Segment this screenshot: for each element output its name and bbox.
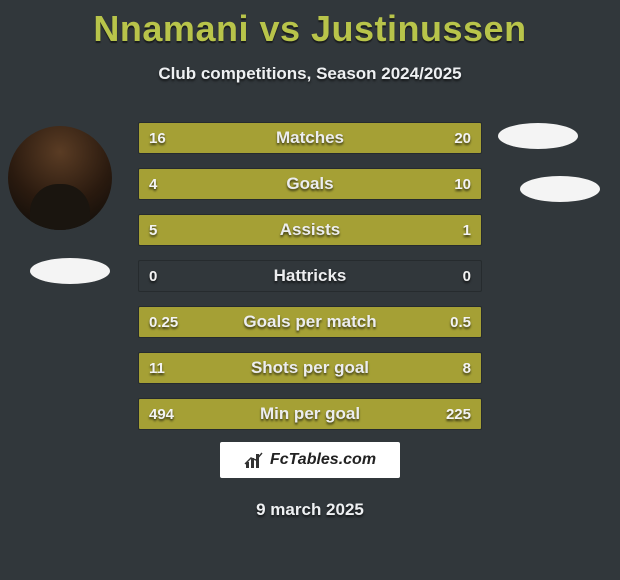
comparison-bars: 1620Matches 410Goals 51Assists 00Hattricks 0…	[138, 122, 482, 444]
player-left-avatar	[8, 126, 112, 230]
player-right-avatar-placeholder	[498, 123, 578, 149]
page-title: Nnamani vs Justinussen	[0, 0, 620, 50]
bar-row: 118Shots per goal	[138, 352, 482, 384]
bar-row: 0.250.5Goals per match	[138, 306, 482, 338]
bar-label: Hattricks	[139, 261, 481, 291]
bar-row: 494225Min per goal	[138, 398, 482, 430]
chart-icon	[244, 450, 264, 470]
bar-row: 51Assists	[138, 214, 482, 246]
page-subtitle: Club competitions, Season 2024/2025	[0, 64, 620, 84]
bar-label: Shots per goal	[139, 353, 481, 383]
snapshot-date: 9 march 2025	[0, 500, 620, 520]
player-left-flag	[30, 258, 110, 284]
bar-label: Goals per match	[139, 307, 481, 337]
bar-label: Assists	[139, 215, 481, 245]
logo-text: FcTables.com	[270, 451, 376, 469]
bar-row: 410Goals	[138, 168, 482, 200]
bar-label: Min per goal	[139, 399, 481, 429]
bar-row: 00Hattricks	[138, 260, 482, 292]
bar-row: 1620Matches	[138, 122, 482, 154]
fctables-logo: FcTables.com	[220, 442, 400, 478]
player-right-flag	[520, 176, 600, 202]
bar-label: Goals	[139, 169, 481, 199]
bar-label: Matches	[139, 123, 481, 153]
